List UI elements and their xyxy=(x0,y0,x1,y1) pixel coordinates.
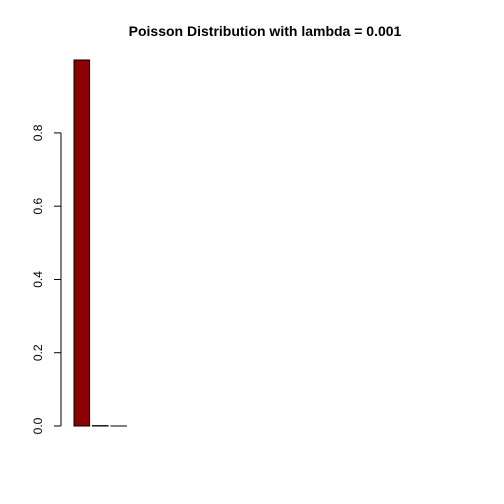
bar-0 xyxy=(73,59,91,427)
y-tick-label: 0.0 xyxy=(31,417,45,434)
bars-group xyxy=(73,59,128,427)
y-tick-label: 0.8 xyxy=(31,124,45,141)
y-axis: 0.0 0.2 0.4 0.6 0.8 xyxy=(31,124,62,434)
y-tick-label: 0.6 xyxy=(31,198,45,215)
y-tick-label: 0.2 xyxy=(31,344,45,361)
chart-title: Poisson Distribution with lambda = 0.001 xyxy=(129,23,402,39)
y-tick-label: 0.4 xyxy=(31,271,45,288)
